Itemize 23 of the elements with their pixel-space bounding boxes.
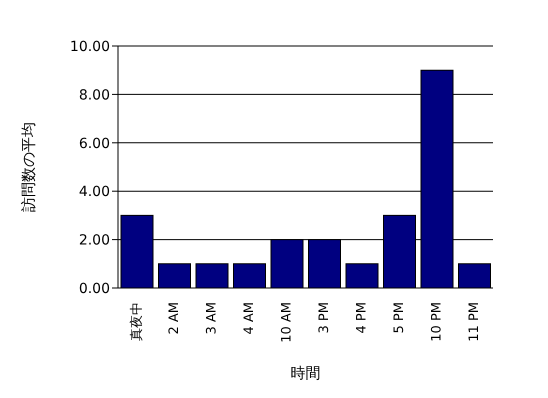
bar [158, 263, 191, 288]
x-tick-label: 真夜中 [128, 302, 144, 341]
y-axis-title: 訪問数の平均 [19, 122, 38, 212]
x-tick-label: 5 PM [392, 302, 407, 334]
x-tick-label: 4 AM [242, 302, 257, 335]
bar [458, 263, 491, 288]
bar [196, 263, 228, 288]
y-tick-label: 8.00 [78, 87, 110, 104]
x-tick-label: 3 PM [316, 302, 332, 334]
x-tick-label: 11 PM [466, 302, 482, 342]
x-tick-label: 3 AM [204, 302, 220, 335]
x-tick-label: 4 PM [354, 302, 370, 334]
y-tick-label: 0.00 [78, 280, 110, 297]
y-tick-label: 2.00 [78, 232, 110, 249]
y-tick-label: 4.00 [78, 184, 110, 200]
x-tick-label: 10 PM [429, 302, 444, 342]
x-tick-label: 10 AM [279, 302, 294, 343]
x-tick-label: 2 AM [166, 302, 182, 335]
x-axis-title: 時間 [290, 364, 320, 382]
y-tick-label: 10.00 [70, 38, 110, 55]
bar [346, 263, 378, 288]
y-tick-label: 6.00 [78, 136, 110, 152]
bar [233, 263, 266, 288]
